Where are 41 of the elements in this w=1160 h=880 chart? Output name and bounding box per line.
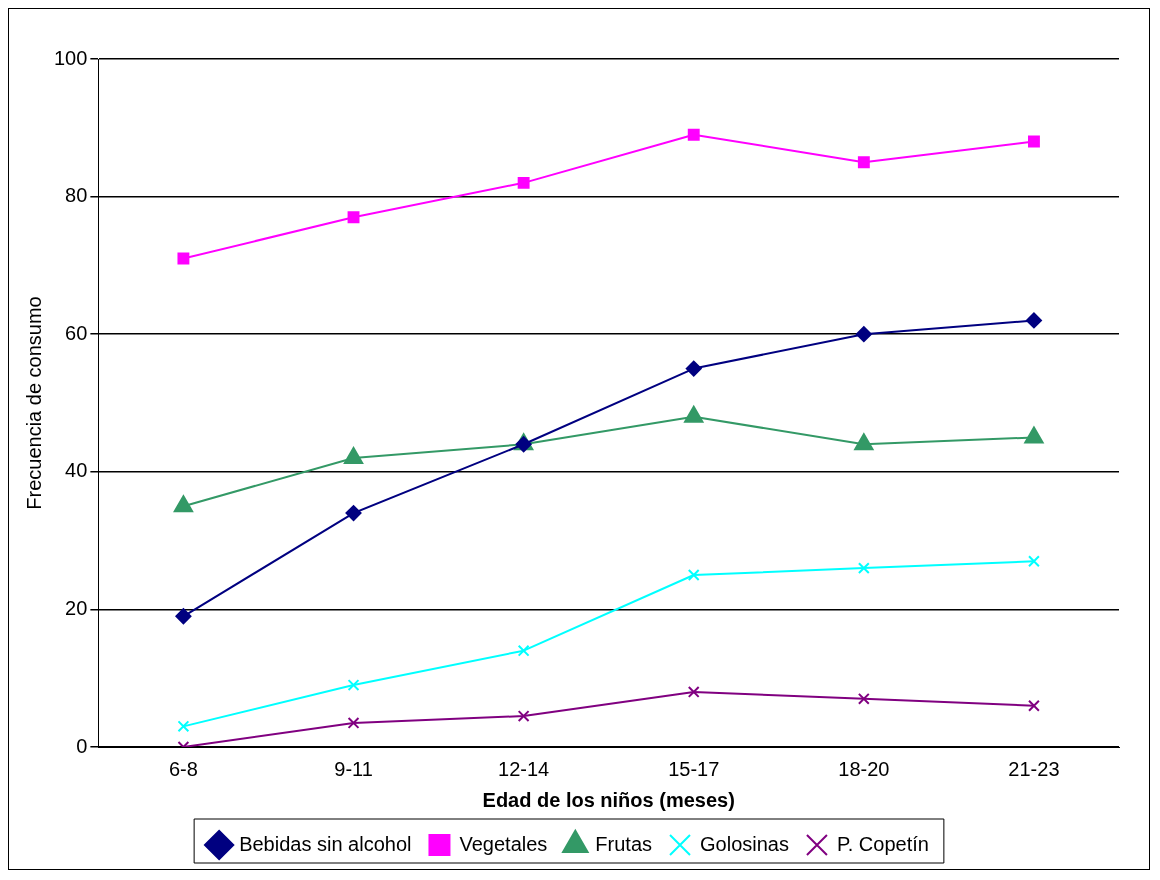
- point: [517, 644, 530, 657]
- point: [687, 686, 700, 698]
- point: [855, 326, 872, 343]
- y-tick-label: 20: [65, 596, 88, 619]
- y-tick-label: 100: [53, 46, 88, 69]
- point: [857, 156, 870, 169]
- point: [685, 360, 702, 377]
- point: [687, 569, 700, 581]
- point: [175, 608, 192, 625]
- point: [857, 692, 870, 705]
- y-tick-label: 60: [65, 321, 88, 344]
- x-axis-title: Edad de los niños (meses): [482, 788, 735, 811]
- legend-label: Bebidas sin alcohol: [239, 832, 412, 855]
- y-tick-label: 0: [76, 734, 88, 757]
- point: [1025, 312, 1042, 329]
- point: [177, 252, 190, 265]
- legend-label: Vegetales: [459, 832, 548, 855]
- point: [1028, 135, 1040, 148]
- point: [857, 562, 870, 575]
- point: [347, 679, 360, 692]
- x-tick-label: 12-14: [498, 757, 550, 780]
- point: [345, 505, 362, 522]
- point: [1028, 555, 1040, 568]
- point: [347, 716, 360, 729]
- x-tick-label: 18-20: [838, 757, 890, 780]
- point: [687, 128, 700, 141]
- x-tick-label: 21-23: [1008, 757, 1060, 780]
- x-tick-label: 6-8: [168, 757, 198, 780]
- y-tick-label: 80: [65, 184, 88, 207]
- x-tick-label: 9-11: [334, 757, 373, 780]
- y-tick-label: 40: [65, 459, 88, 482]
- point: [177, 720, 190, 733]
- legend-label: Frutas: [595, 832, 653, 855]
- y-axis-title: Frecuencia de consumo: [22, 296, 45, 510]
- point: [517, 710, 530, 722]
- x-tick-label: 15-17: [668, 757, 720, 780]
- point: [517, 176, 530, 189]
- legend-label: P. Copetín: [836, 832, 929, 855]
- point: [1028, 699, 1040, 712]
- legend-label: Golosinas: [700, 832, 789, 855]
- point: [347, 211, 360, 224]
